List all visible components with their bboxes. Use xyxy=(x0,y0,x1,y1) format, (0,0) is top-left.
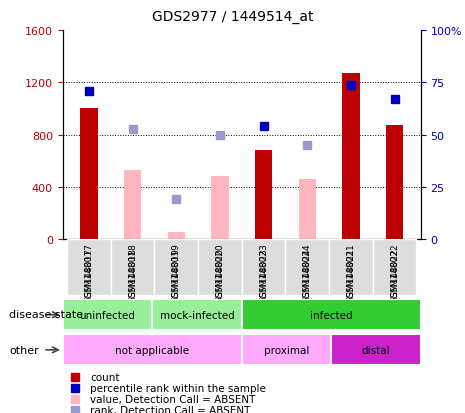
Text: GSM148017: GSM148017 xyxy=(85,242,93,297)
Bar xyxy=(124,171,141,240)
Text: GSM148024: GSM148024 xyxy=(303,248,312,302)
Text: GDS2977 / 1449514_at: GDS2977 / 1449514_at xyxy=(152,10,313,24)
Text: GSM148023: GSM148023 xyxy=(259,242,268,297)
Text: rank, Detection Call = ABSENT: rank, Detection Call = ABSENT xyxy=(90,405,251,413)
Text: GSM148018: GSM148018 xyxy=(128,248,137,303)
Bar xyxy=(63,335,242,366)
Bar xyxy=(386,126,403,240)
Bar xyxy=(80,109,98,240)
Bar xyxy=(373,240,417,295)
Text: infected: infected xyxy=(310,310,352,320)
Text: GSM148020: GSM148020 xyxy=(215,248,225,302)
Bar xyxy=(167,233,185,240)
Bar xyxy=(242,335,331,366)
Text: GSM148022: GSM148022 xyxy=(390,248,399,302)
Text: proximal: proximal xyxy=(264,345,309,355)
Text: not applicable: not applicable xyxy=(115,345,189,355)
Text: value, Detection Call = ABSENT: value, Detection Call = ABSENT xyxy=(90,394,256,404)
Text: distal: distal xyxy=(362,345,391,355)
Text: GSM148020: GSM148020 xyxy=(215,242,225,297)
Bar xyxy=(211,177,229,240)
Text: percentile rank within the sample: percentile rank within the sample xyxy=(90,383,266,393)
Bar xyxy=(152,299,242,330)
Text: GSM148019: GSM148019 xyxy=(172,248,181,303)
Text: GSM148024: GSM148024 xyxy=(303,242,312,297)
Bar xyxy=(154,240,198,295)
Text: GSM148019: GSM148019 xyxy=(172,242,181,297)
Bar xyxy=(242,240,286,295)
Text: mock-infected: mock-infected xyxy=(159,310,234,320)
Text: count: count xyxy=(90,373,120,382)
Bar xyxy=(67,240,111,295)
Bar xyxy=(286,240,329,295)
Bar xyxy=(111,240,154,295)
Text: GSM148017: GSM148017 xyxy=(85,248,93,303)
Text: GSM148023: GSM148023 xyxy=(259,248,268,302)
Bar xyxy=(198,240,242,295)
Bar xyxy=(63,299,152,330)
Text: GSM148021: GSM148021 xyxy=(346,248,355,302)
Bar xyxy=(342,74,360,240)
Text: uninfected: uninfected xyxy=(80,310,135,320)
Bar xyxy=(331,335,421,366)
Bar xyxy=(255,151,272,240)
Text: GSM148021: GSM148021 xyxy=(346,242,355,297)
Text: other: other xyxy=(9,345,39,355)
Text: disease state: disease state xyxy=(9,310,83,320)
Text: GSM148018: GSM148018 xyxy=(128,242,137,297)
Bar xyxy=(329,240,373,295)
Bar xyxy=(242,299,421,330)
Bar xyxy=(299,180,316,240)
Text: GSM148022: GSM148022 xyxy=(390,242,399,297)
